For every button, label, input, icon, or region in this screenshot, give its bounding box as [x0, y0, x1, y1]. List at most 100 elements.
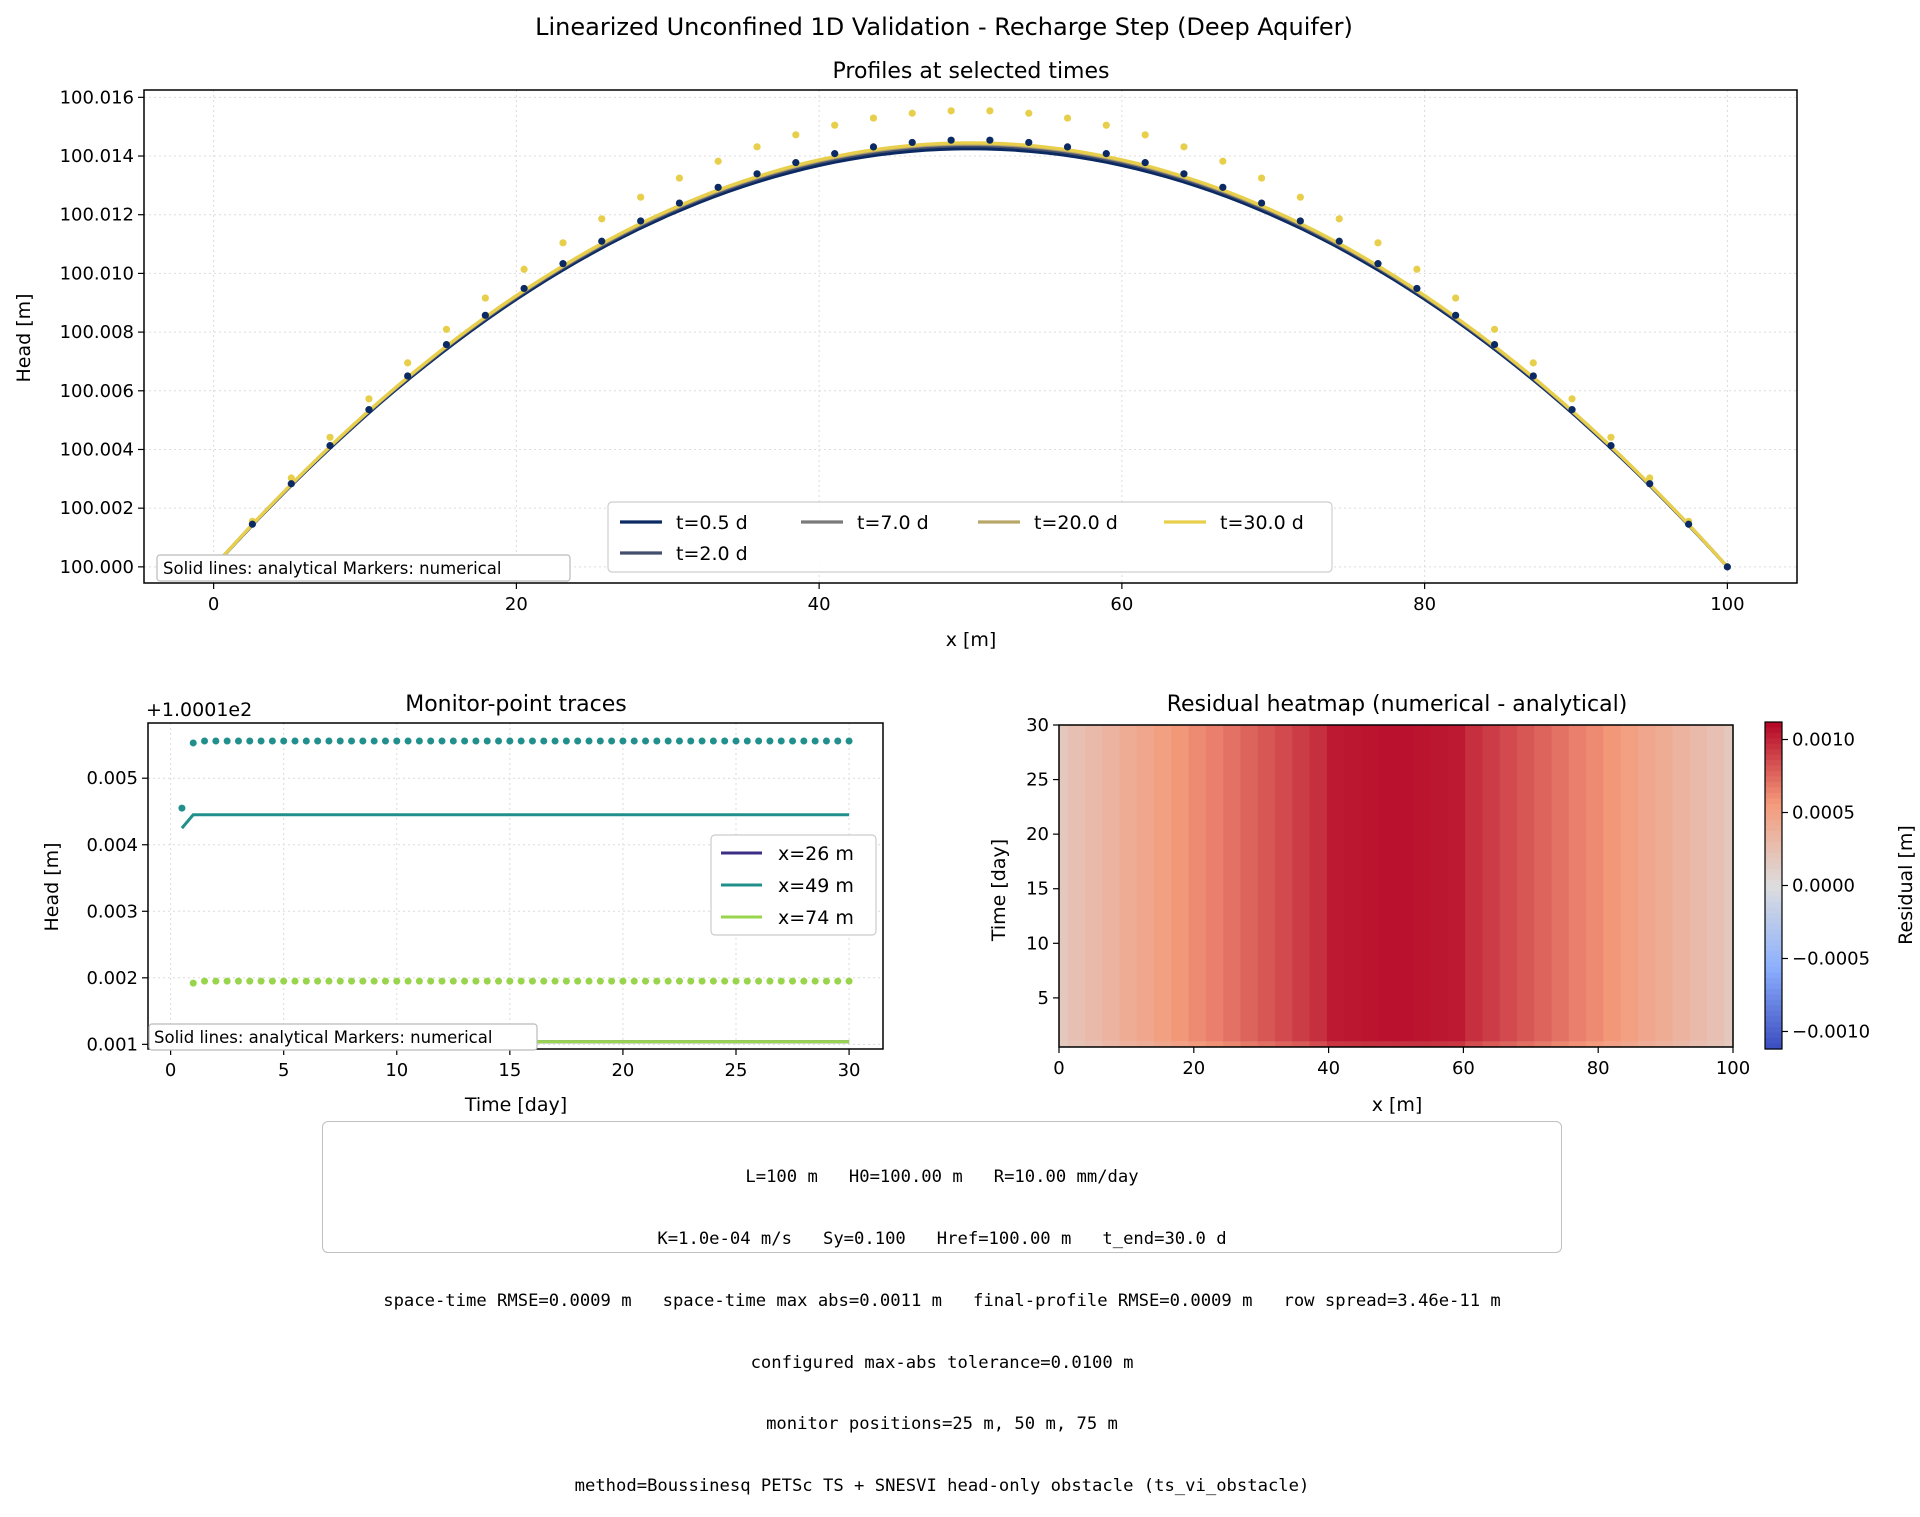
heatmap-cell [1067, 725, 1086, 1042]
data-point [637, 217, 645, 225]
x-tick-label: 80 [1587, 1058, 1610, 1079]
x-tick-label: 100 [1716, 1058, 1750, 1079]
heatmap-cell [1205, 725, 1224, 1042]
data-point [789, 977, 797, 985]
data-point [1723, 563, 1731, 571]
data-point [675, 737, 683, 745]
heatmap-cell [1724, 1041, 1734, 1047]
heatmap-cell [1378, 1041, 1397, 1047]
data-point [619, 977, 627, 985]
data-point [427, 977, 435, 985]
x-tick-label: 20 [611, 1060, 634, 1081]
heatmap-cell [1516, 725, 1535, 1042]
heatmap-cell [1447, 1041, 1466, 1047]
heatmap-cell [1326, 725, 1345, 1042]
colorbar-segment [1765, 722, 1782, 729]
data-point [427, 737, 435, 745]
data-point [495, 977, 503, 985]
colorbar-segment [1765, 918, 1782, 925]
data-point [1063, 143, 1072, 151]
data-point [1568, 395, 1576, 403]
data-point [291, 737, 299, 745]
x-tick-label: 40 [808, 594, 831, 615]
data-point [630, 977, 638, 985]
data-point [326, 442, 334, 450]
data-point [1296, 193, 1304, 201]
data-point [869, 114, 878, 122]
colorbar-segment [1765, 1043, 1782, 1050]
data-point [517, 737, 525, 745]
profiles-xlabel: x [m] [946, 629, 997, 651]
heatmap-cell [1102, 1041, 1121, 1047]
data-point [1490, 325, 1499, 333]
data-point [381, 977, 389, 985]
data-point [302, 737, 310, 745]
heatmap-cell [1586, 725, 1604, 1042]
x-tick-label: 0 [208, 594, 219, 615]
data-point [212, 737, 220, 745]
heatmap-cell [1465, 725, 1484, 1042]
data-point [348, 977, 356, 985]
data-point [520, 284, 528, 293]
profiles-chart: Profiles at selected times x [m] Head [m… [13, 59, 1798, 651]
data-point [1374, 260, 1382, 268]
info-line: space-time RMSE=0.0009 m space-time max … [383, 1290, 1501, 1311]
y-tick-label: 0.004 [86, 835, 138, 856]
heatmap-cell [1361, 725, 1380, 1042]
data-point [766, 737, 774, 745]
heatmap-cell [1102, 725, 1121, 1042]
data-point [792, 131, 800, 139]
data-point [559, 260, 567, 268]
heatmap-cell [1309, 725, 1328, 1042]
data-point [189, 739, 197, 747]
heatmap-cell [1396, 725, 1414, 1042]
data-point [714, 157, 722, 165]
data-point [381, 737, 389, 745]
info-line: K=1.0e-04 m/s Sy=0.100 Href=100.00 m t_e… [657, 1228, 1227, 1249]
x-tick-label: 40 [1317, 1058, 1340, 1079]
data-point [766, 977, 774, 985]
data-point [743, 737, 751, 745]
plot-frame [143, 89, 1798, 584]
data-point [822, 977, 830, 985]
heatmap-cell [1084, 725, 1103, 1042]
heatmap-cell [1396, 1041, 1414, 1047]
data-point [732, 737, 740, 745]
data-point [598, 237, 606, 245]
data-point [1374, 239, 1382, 247]
colorbar-segment [1765, 738, 1782, 745]
heatmap-title: Residual heatmap (numerical - analytical… [1167, 692, 1628, 717]
colorbar-segment [1765, 836, 1782, 843]
colorbar-segment [1765, 820, 1782, 827]
y-tick-label: 100.016 [60, 87, 134, 108]
colorbar-segment [1765, 852, 1782, 859]
heatmap-cell [1378, 725, 1397, 1042]
data-point [1490, 340, 1499, 349]
heatmap-cell [1620, 1041, 1639, 1047]
data-point [540, 737, 548, 745]
data-point [743, 977, 751, 985]
heatmap-cell [1603, 725, 1622, 1042]
data-point [201, 977, 209, 985]
x-tick-label: 20 [505, 594, 528, 615]
colorbar-segment [1765, 727, 1782, 734]
data-point [732, 977, 740, 985]
data-point [1180, 143, 1188, 151]
x-tick-label: 100 [1710, 594, 1744, 615]
data-point [653, 977, 661, 985]
data-point [1607, 433, 1615, 441]
figure-canvas: Linearized Unconfined 1D Validation - Re… [13, 13, 1917, 1116]
data-point [753, 143, 761, 151]
data-point [1025, 109, 1033, 117]
data-point [1607, 442, 1615, 450]
colorbar-segment [1765, 792, 1782, 799]
heatmap-cell [1084, 1041, 1103, 1047]
colorbar-segment [1765, 999, 1782, 1006]
heatmap-cell [1499, 725, 1518, 1042]
heatmap-cell [1361, 1041, 1380, 1047]
heatmap-cell [1205, 1041, 1224, 1047]
colorbar-segment [1765, 940, 1782, 947]
colorbar-segment [1765, 912, 1782, 919]
data-point [709, 977, 717, 985]
data-point [1335, 237, 1343, 245]
